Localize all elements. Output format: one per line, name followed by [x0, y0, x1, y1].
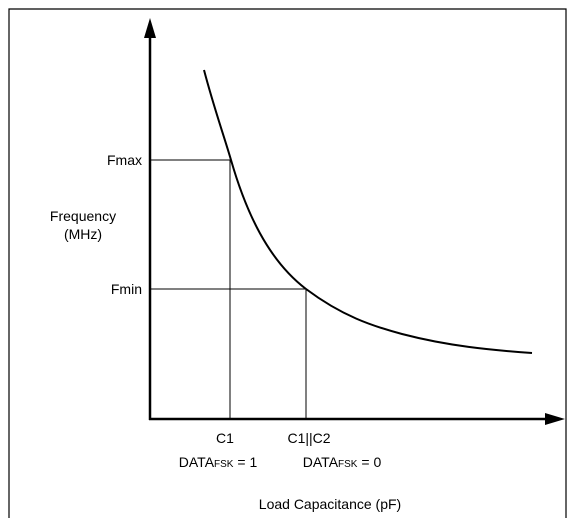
frame-border	[8, 8, 567, 518]
fmax-label: Fmax	[107, 152, 142, 168]
x-axis-arrow	[545, 413, 565, 425]
c1-parallel-c2-label: C1||C2	[287, 430, 330, 446]
x-axis-label: Load Capacitance (pF)	[259, 496, 401, 512]
datafsk-0-sub: FSK	[338, 459, 358, 470]
datafsk-1-suffix: = 1	[233, 454, 257, 470]
fmin-label: Fmin	[111, 281, 142, 297]
c1-label: C1	[216, 430, 234, 446]
datafsk-0-label: DATAFSK = 0	[303, 454, 382, 470]
datafsk-0-prefix: DATA	[303, 454, 339, 470]
datafsk-0-suffix: = 0	[357, 454, 381, 470]
datafsk-1-label: DATAFSK = 1	[179, 454, 258, 470]
frequency-curve	[203, 69, 533, 354]
y-axis-label-line1: Frequency	[50, 208, 116, 224]
datafsk-1-sub: FSK	[214, 459, 234, 470]
datafsk-1-prefix: DATA	[179, 454, 215, 470]
y-axis-arrow	[144, 18, 156, 38]
y-axis-label-line2: (MHz)	[64, 226, 102, 242]
